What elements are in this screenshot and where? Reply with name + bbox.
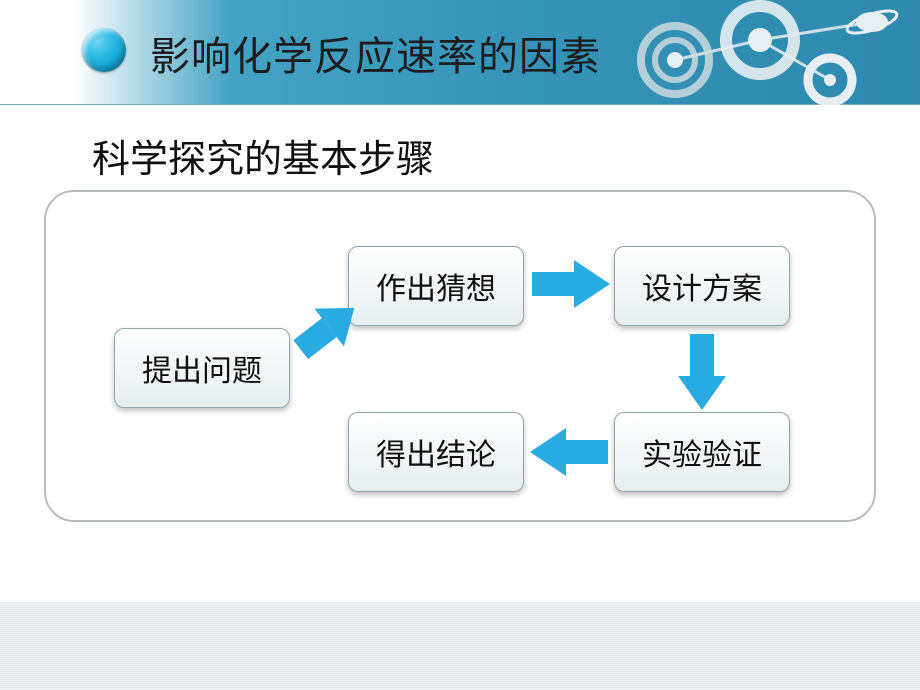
header-bullet-icon	[82, 28, 126, 72]
section-subtitle: 科学探究的基本步骤	[92, 128, 434, 183]
node-experiment: 实验验证	[614, 412, 790, 492]
footer-texture	[0, 602, 920, 690]
node-label: 设计方案	[642, 264, 762, 308]
arrow-icon	[526, 256, 614, 312]
node-label: 提出问题	[142, 346, 262, 390]
arrow-icon	[284, 288, 368, 372]
node-plan: 设计方案	[614, 246, 790, 326]
node-label: 得出结论	[376, 430, 496, 474]
node-hypothesis: 作出猜想	[348, 246, 524, 326]
flowchart-panel: 提出问题 作出猜想 设计方案 实验验证 得出结论	[44, 190, 876, 522]
node-label: 实验验证	[642, 430, 762, 474]
header-bar: 影响化学反应速率的因素	[0, 0, 920, 105]
header-decoration-icon	[620, 0, 920, 105]
node-conclusion: 得出结论	[348, 412, 524, 492]
node-label: 作出猜想	[376, 264, 496, 308]
node-question: 提出问题	[114, 328, 290, 408]
arrow-icon	[526, 424, 614, 480]
arrow-icon	[672, 330, 732, 414]
page-title: 影响化学反应速率的因素	[150, 24, 601, 82]
